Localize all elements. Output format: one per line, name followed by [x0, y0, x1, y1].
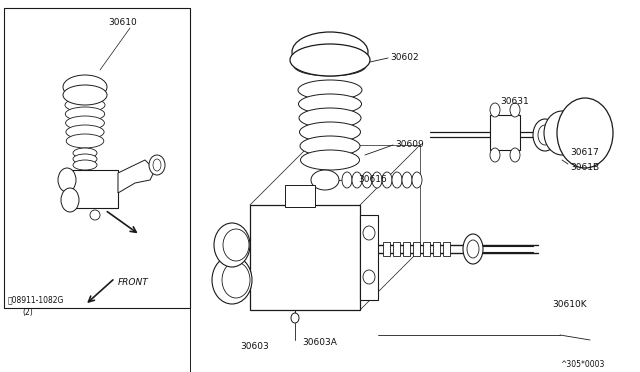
Ellipse shape [58, 168, 76, 192]
Ellipse shape [363, 270, 375, 284]
Ellipse shape [342, 172, 352, 188]
Ellipse shape [490, 148, 500, 162]
Bar [383, 242, 390, 256]
Text: 30609: 30609 [395, 140, 424, 149]
Ellipse shape [352, 172, 362, 188]
Ellipse shape [222, 262, 250, 298]
Bar [393, 242, 400, 256]
Ellipse shape [382, 172, 392, 188]
Text: 30610K: 30610K [552, 300, 587, 309]
Ellipse shape [153, 159, 161, 171]
Ellipse shape [402, 172, 412, 188]
Text: 30602: 30602 [390, 53, 419, 62]
Ellipse shape [292, 32, 368, 72]
Ellipse shape [65, 98, 105, 112]
Ellipse shape [298, 80, 362, 100]
Text: ⓝ08911-1082G: ⓝ08911-1082G [8, 295, 65, 304]
Text: 30631: 30631 [500, 97, 529, 106]
Ellipse shape [63, 85, 107, 105]
Ellipse shape [372, 172, 382, 188]
Text: 30616: 30616 [358, 175, 387, 184]
Ellipse shape [301, 150, 360, 170]
Bar [413, 242, 420, 256]
Ellipse shape [90, 210, 100, 220]
Bar [490, 115, 520, 150]
Ellipse shape [490, 103, 500, 117]
Ellipse shape [463, 234, 483, 264]
Ellipse shape [63, 75, 107, 99]
Ellipse shape [300, 122, 360, 142]
Ellipse shape [65, 107, 105, 121]
Text: 30610: 30610 [108, 18, 137, 27]
Ellipse shape [544, 111, 580, 155]
Ellipse shape [392, 172, 402, 188]
Ellipse shape [294, 56, 366, 76]
Ellipse shape [66, 134, 104, 148]
Ellipse shape [290, 44, 370, 76]
Text: 3061B: 3061B [570, 163, 599, 172]
Ellipse shape [510, 103, 520, 117]
Ellipse shape [510, 148, 520, 162]
Ellipse shape [66, 125, 104, 139]
Bar [70, 170, 118, 208]
Ellipse shape [223, 229, 249, 261]
Bar [360, 215, 378, 300]
Ellipse shape [299, 108, 361, 128]
Ellipse shape [214, 223, 250, 267]
Bar [285, 185, 315, 207]
Ellipse shape [557, 98, 613, 168]
Bar [423, 242, 430, 256]
Ellipse shape [66, 116, 104, 130]
Ellipse shape [73, 148, 97, 158]
Ellipse shape [300, 136, 360, 156]
Text: (2): (2) [22, 308, 33, 317]
Bar [433, 242, 440, 256]
Text: 30617: 30617 [570, 148, 599, 157]
Bar [443, 242, 450, 256]
Ellipse shape [412, 172, 422, 188]
Text: 30603A: 30603A [302, 338, 337, 347]
Ellipse shape [212, 256, 252, 304]
Bar [558, 115, 590, 153]
Polygon shape [118, 160, 155, 193]
Ellipse shape [149, 155, 165, 175]
Ellipse shape [73, 160, 97, 170]
Bar [250, 205, 360, 310]
Ellipse shape [467, 240, 479, 258]
Ellipse shape [73, 154, 97, 164]
Text: ^305*0003: ^305*0003 [560, 360, 604, 369]
Text: FRONT: FRONT [118, 278, 148, 287]
Ellipse shape [61, 188, 79, 212]
Text: 30603: 30603 [240, 342, 269, 351]
Ellipse shape [533, 119, 557, 151]
Ellipse shape [298, 94, 362, 114]
Ellipse shape [311, 170, 339, 190]
Bar [403, 242, 410, 256]
Ellipse shape [291, 313, 299, 323]
Ellipse shape [363, 226, 375, 240]
Ellipse shape [362, 172, 372, 188]
Ellipse shape [538, 125, 552, 145]
Bar [546, 120, 566, 148]
